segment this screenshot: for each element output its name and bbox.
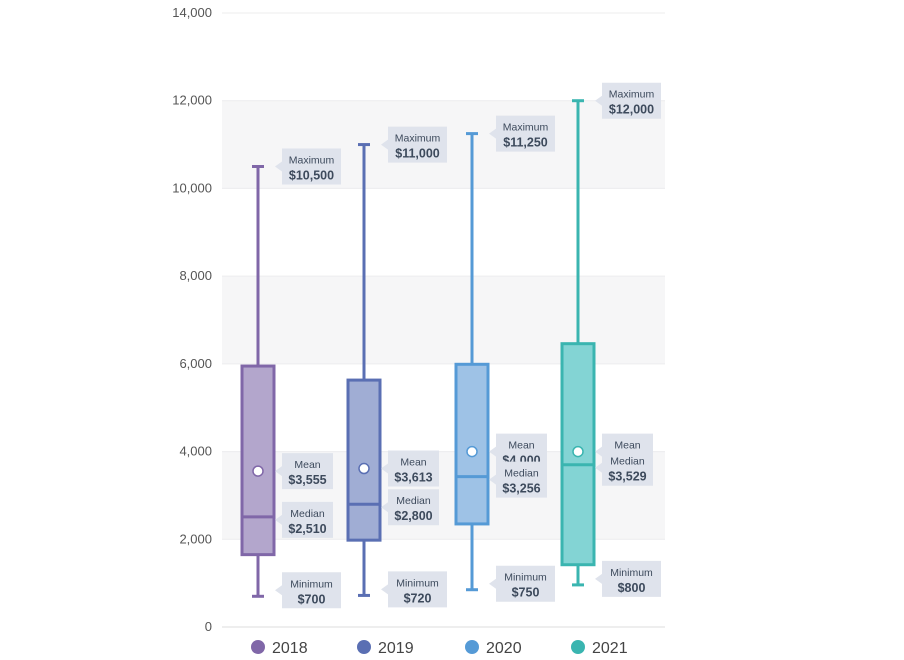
tooltip-shape (489, 565, 555, 602)
tooltip-value: $3,256 (502, 482, 540, 496)
tooltip-value: $3,555 (288, 473, 326, 487)
tooltip-mean: Mean $3,555 (275, 453, 333, 490)
tooltip-value: $700 (298, 592, 326, 606)
tooltip-shape (595, 560, 661, 597)
tooltip-title: Minimum (610, 567, 653, 579)
tooltip-value: $10,500 (289, 169, 334, 183)
tooltip-minimum: Minimum $750 (489, 565, 555, 602)
box-2021 (560, 99, 596, 587)
tooltip-value: $11,250 (503, 136, 548, 150)
tooltip-shape (381, 450, 439, 487)
tooltip-median: Median $2,510 (275, 501, 333, 538)
annotations: Maximum $10,500 Mean $3,555 Median $2,510 Mini… (275, 82, 661, 609)
y-tick-label: 2,000 (179, 531, 212, 546)
tooltip-title: Median (396, 495, 431, 507)
grid-band (222, 188, 665, 277)
grid-band (222, 276, 665, 364)
tooltip-title: Maximum (503, 122, 549, 134)
boxes (240, 99, 596, 598)
legend-swatch (465, 640, 479, 654)
legend-item-2020[interactable]: 2020 (465, 640, 522, 657)
mean-marker (572, 445, 584, 458)
legend-label: 2020 (486, 640, 522, 657)
tooltip-value: $800 (618, 581, 646, 595)
tooltip-title: Mean (614, 440, 640, 452)
tooltip-shape (595, 449, 653, 486)
legend-swatch (251, 640, 265, 654)
legend: 2018 2019 2020 2021 (251, 640, 628, 657)
tooltip-shape (489, 115, 555, 152)
tooltip-shape (489, 461, 547, 498)
tooltip-median: Median $2,800 (381, 489, 439, 526)
tooltip-shape (595, 82, 661, 119)
tooltip-title: Mean (400, 457, 426, 469)
tooltip-title: Median (610, 456, 645, 468)
mean-marker (466, 445, 478, 458)
y-tick-label: 0 (205, 619, 212, 634)
tooltip-maximum: Maximum $10,500 (275, 148, 341, 185)
tooltip-median: Median $3,529 (595, 449, 653, 486)
box-2020 (454, 132, 490, 592)
y-tick-label: 4,000 (179, 444, 212, 459)
iqr-box (454, 362, 490, 526)
y-tick-label: 10,000 (172, 180, 212, 195)
tooltip-value: $2,800 (394, 509, 432, 523)
mean-marker (252, 465, 264, 477)
iqr-box (240, 364, 276, 557)
tooltip-minimum: Minimum $700 (275, 572, 341, 609)
tooltip-shape (275, 148, 341, 185)
tooltip-minimum: Minimum $720 (381, 571, 447, 608)
y-tick-label: 12,000 (172, 93, 212, 108)
tooltip-title: Minimum (504, 572, 547, 584)
tooltip-value: $3,529 (608, 470, 646, 484)
tooltip-title: Maximum (289, 155, 335, 167)
tooltip-value: $2,510 (288, 522, 326, 536)
tooltip-value: $750 (512, 586, 540, 600)
tooltip-median: Median $3,256 (489, 461, 547, 498)
tooltip-value: $11,000 (395, 147, 440, 161)
tooltip-title: Median (290, 508, 325, 520)
legend-label: 2021 (592, 640, 628, 657)
legend-item-2018[interactable]: 2018 (251, 640, 308, 657)
tooltip-shape (381, 571, 447, 608)
tooltip-title: Minimum (290, 578, 333, 590)
tooltip-maximum: Maximum $11,250 (489, 115, 555, 152)
box-2018 (240, 165, 276, 598)
y-tick-label: 8,000 (179, 268, 212, 283)
legend-swatch (571, 640, 585, 654)
tooltip-value: $720 (404, 591, 432, 605)
tooltip-shape (275, 501, 333, 538)
tooltip-shape (275, 572, 341, 609)
y-tick-label: 6,000 (179, 356, 212, 371)
grid-band (222, 363, 665, 452)
tooltip-minimum: Minimum $800 (595, 560, 661, 597)
tooltip-title: Mean (294, 459, 320, 471)
y-tick-label: 14,000 (172, 5, 212, 20)
box-2019 (346, 143, 382, 597)
tooltip-title: Median (504, 468, 539, 480)
tooltip-maximum: Maximum $12,000 (595, 82, 661, 119)
tooltip-title: Maximum (609, 89, 655, 101)
tooltip-mean: Mean $3,613 (381, 450, 439, 487)
tooltip-title: Mean (508, 440, 534, 452)
mean-marker (358, 462, 370, 475)
grid-band (222, 13, 665, 101)
iqr-box (346, 378, 382, 542)
legend-label: 2018 (272, 640, 308, 657)
tooltip-value: $12,000 (609, 103, 654, 117)
tooltip-shape (381, 489, 439, 526)
tooltip-shape (489, 433, 547, 470)
y-axis: 0 2,000 4,000 6,000 8,000 10,000 12,000 14,000 (172, 5, 212, 634)
legend-swatch (357, 640, 371, 654)
tooltip-value: $3,613 (394, 471, 432, 485)
legend-label: 2019 (378, 640, 414, 657)
tooltip-title: Minimum (396, 577, 439, 589)
tooltip-shape (381, 126, 447, 163)
tooltip-title: Maximum (395, 133, 441, 145)
legend-item-2019[interactable]: 2019 (357, 640, 414, 657)
tooltip-shape (275, 453, 333, 490)
legend-item-2021[interactable]: 2021 (571, 640, 628, 657)
tooltip-maximum: Maximum $11,000 (381, 126, 447, 163)
